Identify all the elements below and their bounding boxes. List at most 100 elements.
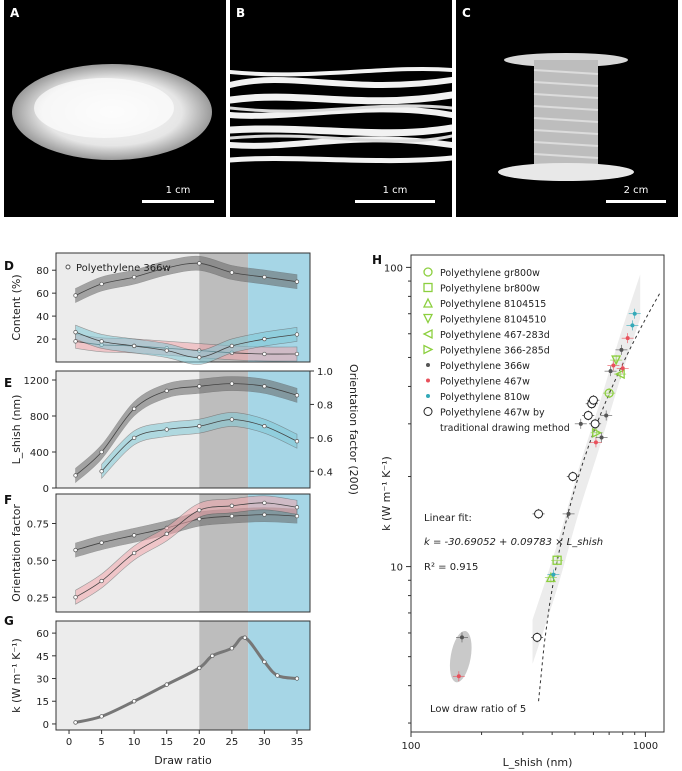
data-point — [588, 395, 598, 405]
panel-letter-h: H — [372, 253, 382, 267]
background-region-low — [56, 621, 200, 730]
x-tick-label: 15 — [160, 737, 173, 748]
data-point — [262, 659, 267, 665]
scale-label-c: 2 cm — [623, 185, 649, 196]
legend-marker — [422, 328, 433, 340]
data-point — [620, 366, 625, 371]
data-point — [99, 578, 104, 584]
data-point — [545, 571, 556, 583]
panel-letter-g: G — [4, 614, 14, 628]
y-tick-label: 0.25 — [27, 593, 49, 604]
y-tick-label: 40 — [36, 312, 49, 323]
photo-spool: C 2 cm — [456, 0, 678, 217]
data-point — [229, 343, 234, 349]
data-point — [229, 646, 234, 651]
data-point — [604, 413, 609, 418]
panel-letter-a: A — [10, 6, 20, 20]
x-tick-label: 0 — [66, 737, 72, 748]
y-tick-label: 80 — [36, 266, 49, 277]
y-tick-label: 45 — [36, 652, 49, 663]
legend-label: Polyethylene gr800w — [440, 268, 540, 279]
data-point — [275, 673, 280, 678]
series-confidence-band — [75, 507, 298, 558]
legend-marker — [423, 344, 434, 355]
data-point — [229, 513, 234, 519]
fibers-image — [230, 66, 452, 164]
data-point — [164, 427, 169, 432]
fit-confidence-band — [532, 274, 641, 664]
data-point — [459, 635, 464, 640]
legend-label: Polyethylene 366-285d — [440, 346, 550, 357]
data-point — [197, 665, 202, 671]
data-point — [132, 406, 137, 411]
data-point — [132, 343, 137, 349]
y-tick-label: 30 — [36, 675, 49, 686]
panel-letter-d: D — [4, 259, 14, 273]
data-point — [99, 540, 104, 545]
data-point — [132, 699, 137, 704]
scale-label-a: 1 cm — [165, 185, 191, 196]
y-tick-label: 0 — [43, 484, 49, 495]
data-point — [294, 513, 300, 519]
data-point — [99, 339, 104, 344]
data-point — [99, 281, 104, 287]
data-point — [294, 439, 300, 444]
data-point — [197, 261, 202, 266]
scale-bar-b — [355, 200, 435, 203]
data-point — [611, 355, 622, 366]
data-point — [592, 427, 603, 438]
series-confidence-band — [101, 412, 298, 480]
data-point — [630, 323, 635, 328]
legend-label: Polyethylene 467w by — [440, 408, 545, 419]
scale-bar-c — [606, 200, 666, 203]
x-tick-label: 100 — [401, 741, 420, 752]
spool-image — [498, 53, 634, 181]
y2-tick-label: 0.6 — [317, 434, 333, 445]
data-point — [262, 351, 267, 357]
legend-marker — [423, 282, 433, 293]
data-point — [164, 388, 169, 393]
data-point — [262, 424, 267, 429]
x-axis-label: L_shish (nm) — [503, 756, 573, 769]
panel-letter-f: F — [4, 493, 12, 507]
x-tick-label: 25 — [225, 737, 238, 748]
legend-marker — [422, 297, 434, 308]
data-point — [614, 369, 625, 380]
legend-label: Polyethylene 366w — [440, 361, 530, 372]
y-tick-label: 0.75 — [27, 520, 49, 531]
data-point — [262, 336, 267, 342]
photo-powder: A 1 cm — [4, 0, 226, 217]
plot-frame — [55, 370, 311, 489]
legend-marker — [65, 264, 71, 270]
legend-label: Polyethylene 467-283d — [440, 330, 550, 341]
low-draw-annotation: Low draw ratio of 5 — [430, 704, 526, 715]
series-confidence-band — [75, 255, 298, 303]
x-tick-label: 10 — [128, 737, 141, 748]
series-line — [75, 502, 298, 598]
legend-marker — [426, 394, 430, 398]
data-point — [294, 351, 300, 357]
x-tick-label: 30 — [258, 737, 271, 748]
data-point — [611, 363, 616, 368]
data-point — [552, 555, 562, 565]
data-point — [99, 469, 104, 474]
y-tick-label: 100 — [384, 263, 403, 274]
legend-label: Polyethylene 467w — [440, 377, 530, 388]
data-point — [132, 274, 137, 280]
data-point — [568, 472, 578, 482]
y-axis-label: Orientation factor — [10, 504, 23, 602]
data-point — [99, 449, 104, 455]
panel-letter-c: C — [462, 6, 471, 20]
data-point — [229, 270, 234, 275]
data-point — [132, 550, 137, 556]
y-tick-label: 10 — [390, 563, 403, 574]
data-point — [197, 508, 202, 513]
photo-fibers: B 1 cm — [230, 0, 452, 217]
legend-label: Polyethylene 8104510 — [440, 315, 546, 326]
legend-label: Polyethylene 8104515 — [440, 299, 546, 310]
y-axis-label: k (W m⁻¹ K⁻¹) — [380, 456, 393, 531]
y-tick-label: 60 — [36, 629, 49, 640]
y-tick-label: 20 — [36, 335, 49, 346]
data-point — [578, 421, 583, 426]
data-point — [619, 347, 624, 352]
